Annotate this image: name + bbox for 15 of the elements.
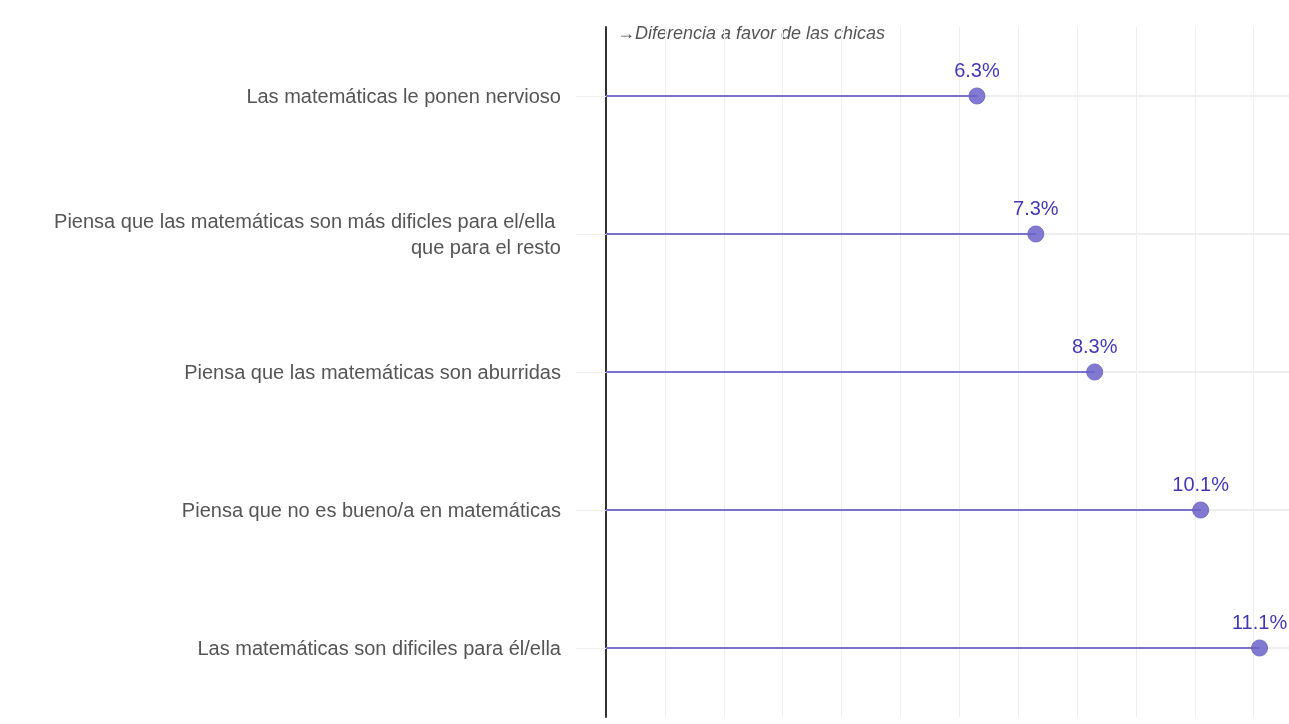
- point: [1192, 501, 1210, 519]
- point: [1251, 639, 1269, 657]
- y-tick-label: Piensa que las matemáticas son más dificles para el/ella que para el resto: [54, 210, 561, 258]
- point: [1027, 225, 1045, 243]
- point: [968, 87, 986, 105]
- y-tick-label: Las matemáticas son dificiles para él/ella: [197, 637, 562, 659]
- data-label: 6.3%: [954, 58, 1000, 81]
- data-label: 10.1%: [1172, 472, 1230, 495]
- y-tick-label: Las matemáticas le ponen nervioso: [246, 85, 561, 107]
- data-label: 8.3%: [1071, 334, 1118, 357]
- y-tick-label: Piensa que las matemáticas son aburridas: [184, 361, 561, 383]
- y-tick-label: Piensa que no es bueno/a en matemáticas: [181, 499, 561, 521]
- data-label: 7.3%: [1013, 196, 1059, 219]
- data-label: 11.1%: [1231, 610, 1288, 633]
- point: [1086, 363, 1104, 381]
